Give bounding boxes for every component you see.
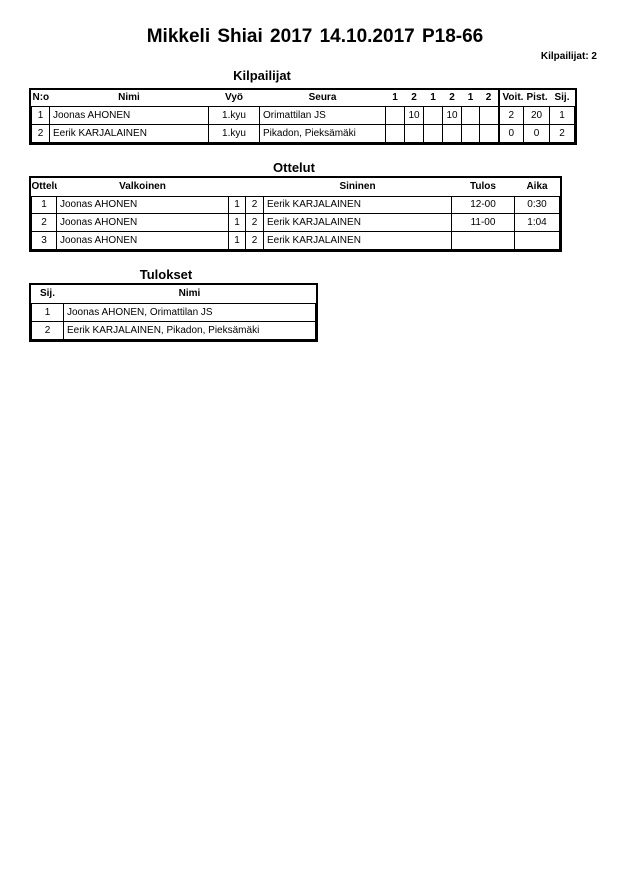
column-header: 1 <box>392 92 398 104</box>
table-cell: 0 <box>497 123 524 143</box>
table-cell: 1 <box>228 213 246 232</box>
table-cell: 1 <box>228 195 246 215</box>
table-cell: 1.kyu <box>208 105 260 125</box>
column-header: Nimi <box>178 288 201 300</box>
column-header <box>246 178 264 196</box>
table-cell <box>461 123 480 143</box>
column-header <box>229 178 246 196</box>
matches-table: OtteluValkoinenSininenTulosAika1Joonas A… <box>29 176 562 252</box>
table-cell: 2 <box>245 213 264 232</box>
table-row: 2 Joonas AHONEN 1 2 Eerik KARJALAINEN 11-00 1:… <box>31 213 560 232</box>
table-row: 2 Eerik KARJALAINEN 1.kyu Pikadon, Pieksämä… <box>31 123 575 143</box>
column-header: Sij. <box>554 92 570 104</box>
column-header: Sij. <box>39 288 55 300</box>
table-cell: Joonas AHONEN <box>56 230 229 250</box>
table-cell: 2 <box>245 195 264 215</box>
table-cell: 2 <box>31 213 57 232</box>
table-cell <box>442 123 462 143</box>
table-cell: 1.kyu <box>208 123 260 143</box>
table-cell <box>385 123 405 143</box>
column-header: N:o <box>32 92 50 104</box>
table-cell: 10 <box>442 105 462 125</box>
table-cell: 1 <box>31 105 50 125</box>
column-header: 1 <box>430 92 436 104</box>
column-header: Vyö <box>225 92 243 104</box>
table-cell: 2 <box>31 320 64 340</box>
table-cell: Joonas AHONEN <box>56 213 229 232</box>
table-cell <box>423 105 443 125</box>
table-cell: 1 <box>31 302 64 322</box>
competitor-count: Kilpailijat: 2 <box>540 51 597 62</box>
column-header: Pist. <box>526 92 548 104</box>
table-cell: Pikadon, Pieksämäki <box>259 123 386 143</box>
table-cell <box>514 230 560 250</box>
table-cell: 1 <box>228 230 246 250</box>
competitors-title: Kilpailijat <box>233 68 291 83</box>
table-cell: Eerik KARJALAINEN <box>263 195 452 215</box>
competitors-header-row: N:o Nimi Vyö Seura 1 2 1 2 1 2 Voit. Pist. Sij. <box>32 90 575 106</box>
column-header: Ottelu <box>31 181 57 193</box>
table-row: 1 Joonas AHONEN, Orimattilan JS <box>31 302 316 322</box>
table-cell: 1 <box>31 195 57 215</box>
table-cell: Eerik KARJALAINEN <box>263 213 452 232</box>
table-cell: 1 <box>549 105 575 125</box>
column-header: 2 <box>411 92 417 104</box>
table-row: 3 Joonas AHONEN 1 2 Eerik KARJALAINEN <box>31 230 560 250</box>
column-header: Tulos <box>470 181 496 193</box>
column-header: Aika <box>526 181 548 193</box>
column-header: 2 <box>449 92 455 104</box>
column-header: Voit. <box>497 90 524 106</box>
table-cell: 20 <box>523 105 550 125</box>
table-cell <box>451 230 515 250</box>
table-cell <box>479 105 499 125</box>
results-header-row: Sij. Nimi <box>32 285 316 303</box>
table-cell: Joonas AHONEN <box>56 195 229 215</box>
column-header: 2 <box>485 92 492 104</box>
table-cell <box>385 105 405 125</box>
page-title: Mikkeli Shiai 2017 14.10.2017 P18-66 <box>146 26 484 47</box>
table-row: 1 Joonas AHONEN 1 2 Eerik KARJALAINEN 12-00 0:… <box>31 195 560 215</box>
matches-header-row: Ottelu Valkoinen Sininen Tulos Aika <box>32 178 560 196</box>
table-cell: 2 <box>497 105 524 125</box>
matches-title: Ottelut <box>273 160 315 175</box>
table-cell <box>461 105 480 125</box>
table-cell: Eerik KARJALAINEN <box>49 123 209 143</box>
column-header: Seura <box>308 92 337 104</box>
table-cell <box>479 123 499 143</box>
table-cell: 0:30 <box>514 195 560 215</box>
table-row: 2 Eerik KARJALAINEN, Pikadon, Pieksämäki <box>31 320 316 340</box>
column-header: Valkoinen <box>119 181 166 193</box>
column-header: Sininen <box>339 181 376 193</box>
table-row: 1 Joonas AHONEN 1.kyu Orimattilan JS 10 10 2 20… <box>31 105 575 125</box>
table-cell: 2 <box>549 123 575 143</box>
table-cell: 2 <box>245 230 264 250</box>
table-cell <box>423 123 443 143</box>
results-table: Sij. Nimi 1 Joonas AHONEN, Orimattilan JS 2 E… <box>29 283 318 342</box>
table-cell: 12-00 <box>451 195 515 215</box>
table-cell <box>404 123 424 143</box>
table-cell: Eerik KARJALAINEN, Pikadon, Pieksämäki <box>63 320 316 340</box>
table-cell: Joonas AHONEN, Orimattilan JS <box>63 302 316 322</box>
column-header: 1 <box>467 92 474 104</box>
table-cell: 3 <box>31 230 57 250</box>
results-title: Tulokset <box>139 267 193 282</box>
table-cell: 2 <box>31 123 50 143</box>
column-header: Nimi <box>118 92 140 104</box>
table-cell: Orimattilan JS <box>259 105 386 125</box>
table-cell: 1:04 <box>514 213 560 232</box>
table-cell: 0 <box>523 123 550 143</box>
table-cell: Joonas AHONEN <box>49 105 209 125</box>
table-cell: 10 <box>404 105 424 125</box>
competitors-table: N:o Nimi Vyö Seura 1 2 1 2 1 2 Voit. Pist. Sij. 1 Joon… <box>29 88 577 145</box>
table-cell: 11-00 <box>451 213 515 232</box>
table-cell: Eerik KARJALAINEN <box>263 230 452 250</box>
